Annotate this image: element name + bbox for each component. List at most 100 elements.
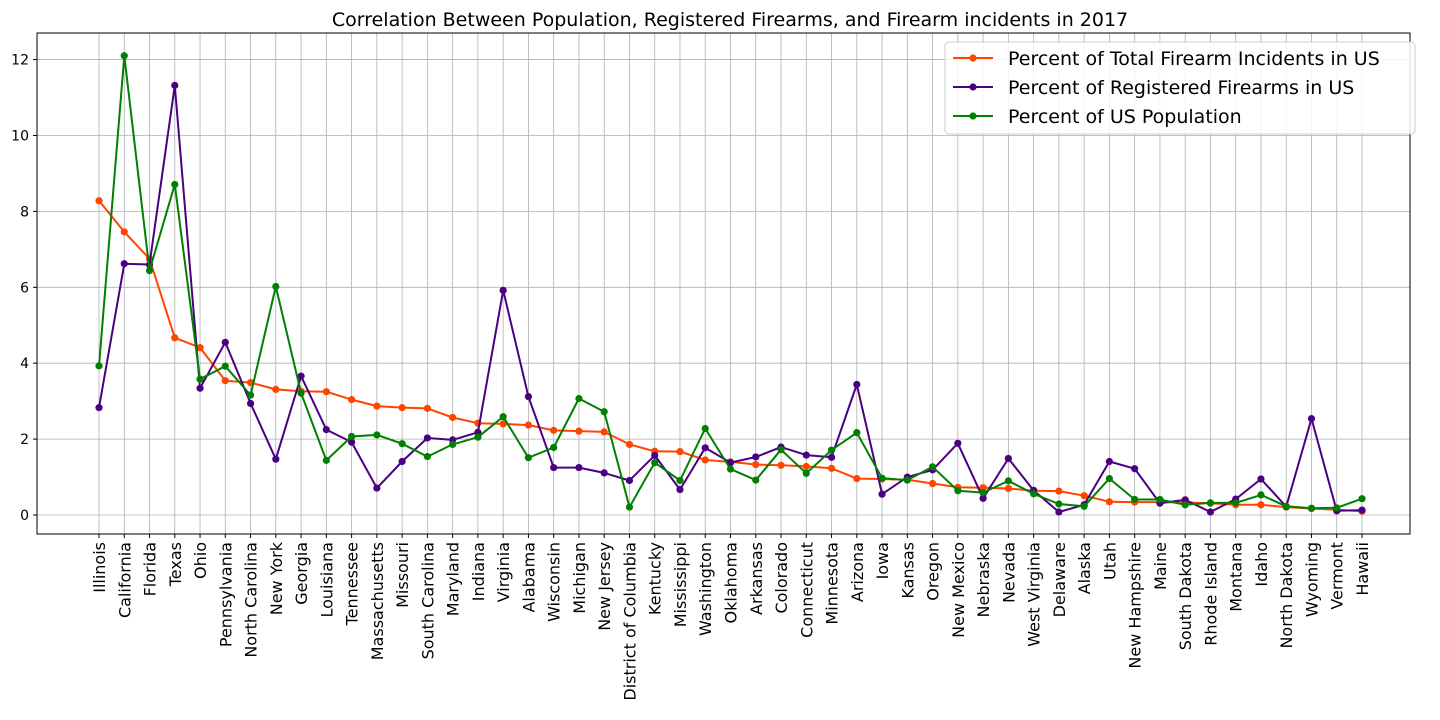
x-tick-label: West Virginia	[1025, 542, 1044, 647]
data-point	[348, 438, 356, 446]
legend-box	[944, 41, 1416, 135]
x-tick-label: Alabama	[519, 542, 538, 613]
data-point	[625, 503, 634, 511]
data-point	[600, 408, 608, 416]
x-tick-label: Oklahoma	[722, 542, 741, 623]
x-tick-label: Nebraska	[974, 542, 993, 617]
x-tick-label: Arizona	[848, 542, 867, 602]
x-tick-label: Texas	[166, 542, 185, 587]
data-point	[1131, 495, 1139, 504]
data-point	[1257, 501, 1265, 509]
data-point	[550, 443, 558, 452]
data-point	[1004, 477, 1012, 485]
data-point	[474, 433, 482, 441]
data-point	[398, 440, 406, 448]
data-point	[322, 456, 330, 464]
data-point	[171, 180, 179, 189]
x-tick-label: Missouri	[393, 542, 412, 608]
data-point	[1131, 465, 1139, 473]
x-tick-label: Utah	[1100, 542, 1119, 580]
data-point	[398, 404, 406, 412]
chart-title: Correlation Between Population, Register…	[332, 9, 1128, 31]
data-point	[297, 389, 305, 397]
legend-label: Percent of Total Firearm Incidents in US	[1008, 48, 1380, 70]
legend-swatch-marker	[969, 83, 977, 91]
data-point	[1105, 498, 1113, 506]
x-tick-label: District of Columbia	[620, 542, 639, 701]
legend-label: Percent of Registered Firearms in US	[1008, 77, 1354, 99]
data-point	[272, 282, 280, 291]
data-point	[423, 404, 431, 412]
data-point	[1333, 504, 1341, 512]
data-point	[449, 413, 457, 422]
data-point	[878, 474, 886, 482]
data-point	[95, 362, 103, 370]
x-tick-label: Michigan	[570, 542, 589, 614]
data-point	[120, 228, 128, 236]
legend-swatch-marker	[969, 54, 977, 62]
plot-frame	[36, 32, 1411, 535]
y-tick-label: 10	[11, 128, 29, 144]
data-point	[802, 462, 810, 471]
x-tick-label: New York	[267, 541, 286, 615]
data-point	[246, 391, 255, 399]
data-point	[625, 440, 634, 449]
legend-item: Percent of Total Firearm Incidents in US	[953, 48, 1380, 70]
data-point	[979, 484, 987, 492]
data-point	[1105, 457, 1113, 466]
x-tick-label: Iowa	[873, 542, 892, 579]
x-tick-label: Georgia	[292, 542, 311, 605]
data-point	[853, 429, 861, 437]
data-point	[853, 474, 861, 483]
x-tick-label: Maryland	[444, 542, 463, 616]
x-tick-label: Idaho	[1252, 542, 1271, 587]
data-point	[398, 457, 406, 466]
data-point	[1232, 499, 1240, 507]
x-tick-label: Kansas	[898, 542, 917, 599]
data-point	[297, 372, 305, 380]
data-point	[322, 388, 330, 396]
data-point	[802, 469, 810, 477]
data-point	[954, 439, 962, 447]
data-point	[1206, 508, 1215, 516]
data-point	[221, 338, 229, 346]
data-point	[423, 452, 431, 461]
data-point	[1004, 454, 1012, 463]
x-axis-ticks: Illinois California Florida Texas Ohio Pennsy…	[90, 534, 1372, 701]
data-point	[1055, 500, 1063, 508]
x-tick-label: Connecticut	[797, 542, 816, 638]
y-tick-label: 4	[20, 356, 29, 372]
data-point	[752, 476, 760, 484]
y-tick-label: 6	[20, 280, 29, 296]
data-point	[575, 394, 583, 403]
x-tick-label: Rhode Island	[1201, 542, 1220, 646]
data-point	[1181, 496, 1189, 504]
y-axis-ticks: 0 2 4 6 8 10 12	[11, 53, 37, 524]
data-point	[550, 426, 558, 434]
data-point	[676, 476, 684, 485]
data-point	[348, 432, 356, 441]
data-point	[1257, 475, 1265, 483]
x-tick-label: Tennessee	[343, 542, 362, 626]
x-tick-label: New Mexico	[949, 542, 968, 638]
x-tick-label: Pennsylvania	[216, 542, 235, 647]
x-tick-label: Mississippi	[671, 542, 690, 627]
x-tick-label: Montana	[1227, 542, 1246, 612]
x-tick-label: Illinois	[90, 542, 109, 593]
data-point	[1307, 415, 1316, 423]
data-point	[1206, 499, 1215, 507]
x-tick-label: California	[115, 542, 134, 618]
data-point	[550, 463, 558, 472]
y-tick-label: 12	[11, 53, 29, 69]
data-point	[1055, 508, 1063, 516]
legend: Percent of Total Firearm Incidents in US…	[944, 41, 1416, 135]
data-point	[1030, 490, 1038, 498]
x-tick-label: New Jersey	[595, 542, 614, 631]
data-point	[752, 460, 760, 469]
x-tick-label: Massachusetts	[368, 542, 387, 660]
data-point	[726, 465, 735, 473]
x-tick-label: Kentucky	[646, 542, 665, 615]
data-point	[499, 420, 507, 428]
x-tick-label: Virginia	[494, 542, 513, 602]
